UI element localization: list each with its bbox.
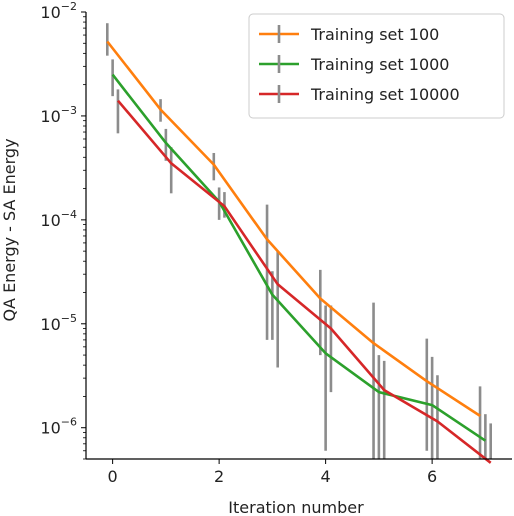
x-tick-label: 4 (321, 467, 331, 486)
legend-box (248, 13, 505, 119)
axes: 0 2 4 610−610−510−410−310−2 (40, 0, 512, 486)
y-tick-label-exponent: −3 (61, 104, 77, 117)
y-tick-label: 10−6 (40, 416, 77, 438)
legend-label: Training set 1000 (310, 55, 449, 74)
x-tick-label: 2 (214, 467, 224, 486)
y-tick-label-exponent: −6 (61, 416, 77, 429)
y-tick-label-base: 10 (40, 107, 60, 126)
series-line (117, 99, 492, 464)
x-axis-label: Iteration number (228, 498, 364, 516)
x-tick-label: 6 (427, 467, 437, 486)
y-tick-label-exponent: −4 (61, 208, 77, 221)
y-tick-label-exponent: −2 (61, 0, 77, 13)
series-line (111, 73, 487, 442)
legend: Training set 100 Training set 1000 Trainin… (248, 13, 505, 119)
x-tick-label: 0 (108, 467, 118, 486)
y-tick-label-base: 10 (40, 211, 60, 230)
y-tick-label: 10−4 (40, 208, 77, 230)
series-line (106, 40, 481, 417)
y-tick-label-base: 10 (40, 419, 60, 438)
y-tick-label: 10−2 (40, 0, 77, 22)
legend-label: Training set 100 (310, 25, 439, 44)
y-tick-label-base: 10 (40, 315, 60, 334)
y-tick-label: 10−3 (40, 104, 77, 126)
legend-label: Training set 10000 (310, 85, 460, 104)
y-tick-label-base: 10 (40, 3, 60, 22)
y-tick-label-exponent: −5 (61, 312, 77, 325)
series-lines (106, 40, 492, 464)
y-axis-label: QA Energy - SA Energy (0, 138, 19, 321)
y-tick-label: 10−5 (40, 312, 77, 334)
